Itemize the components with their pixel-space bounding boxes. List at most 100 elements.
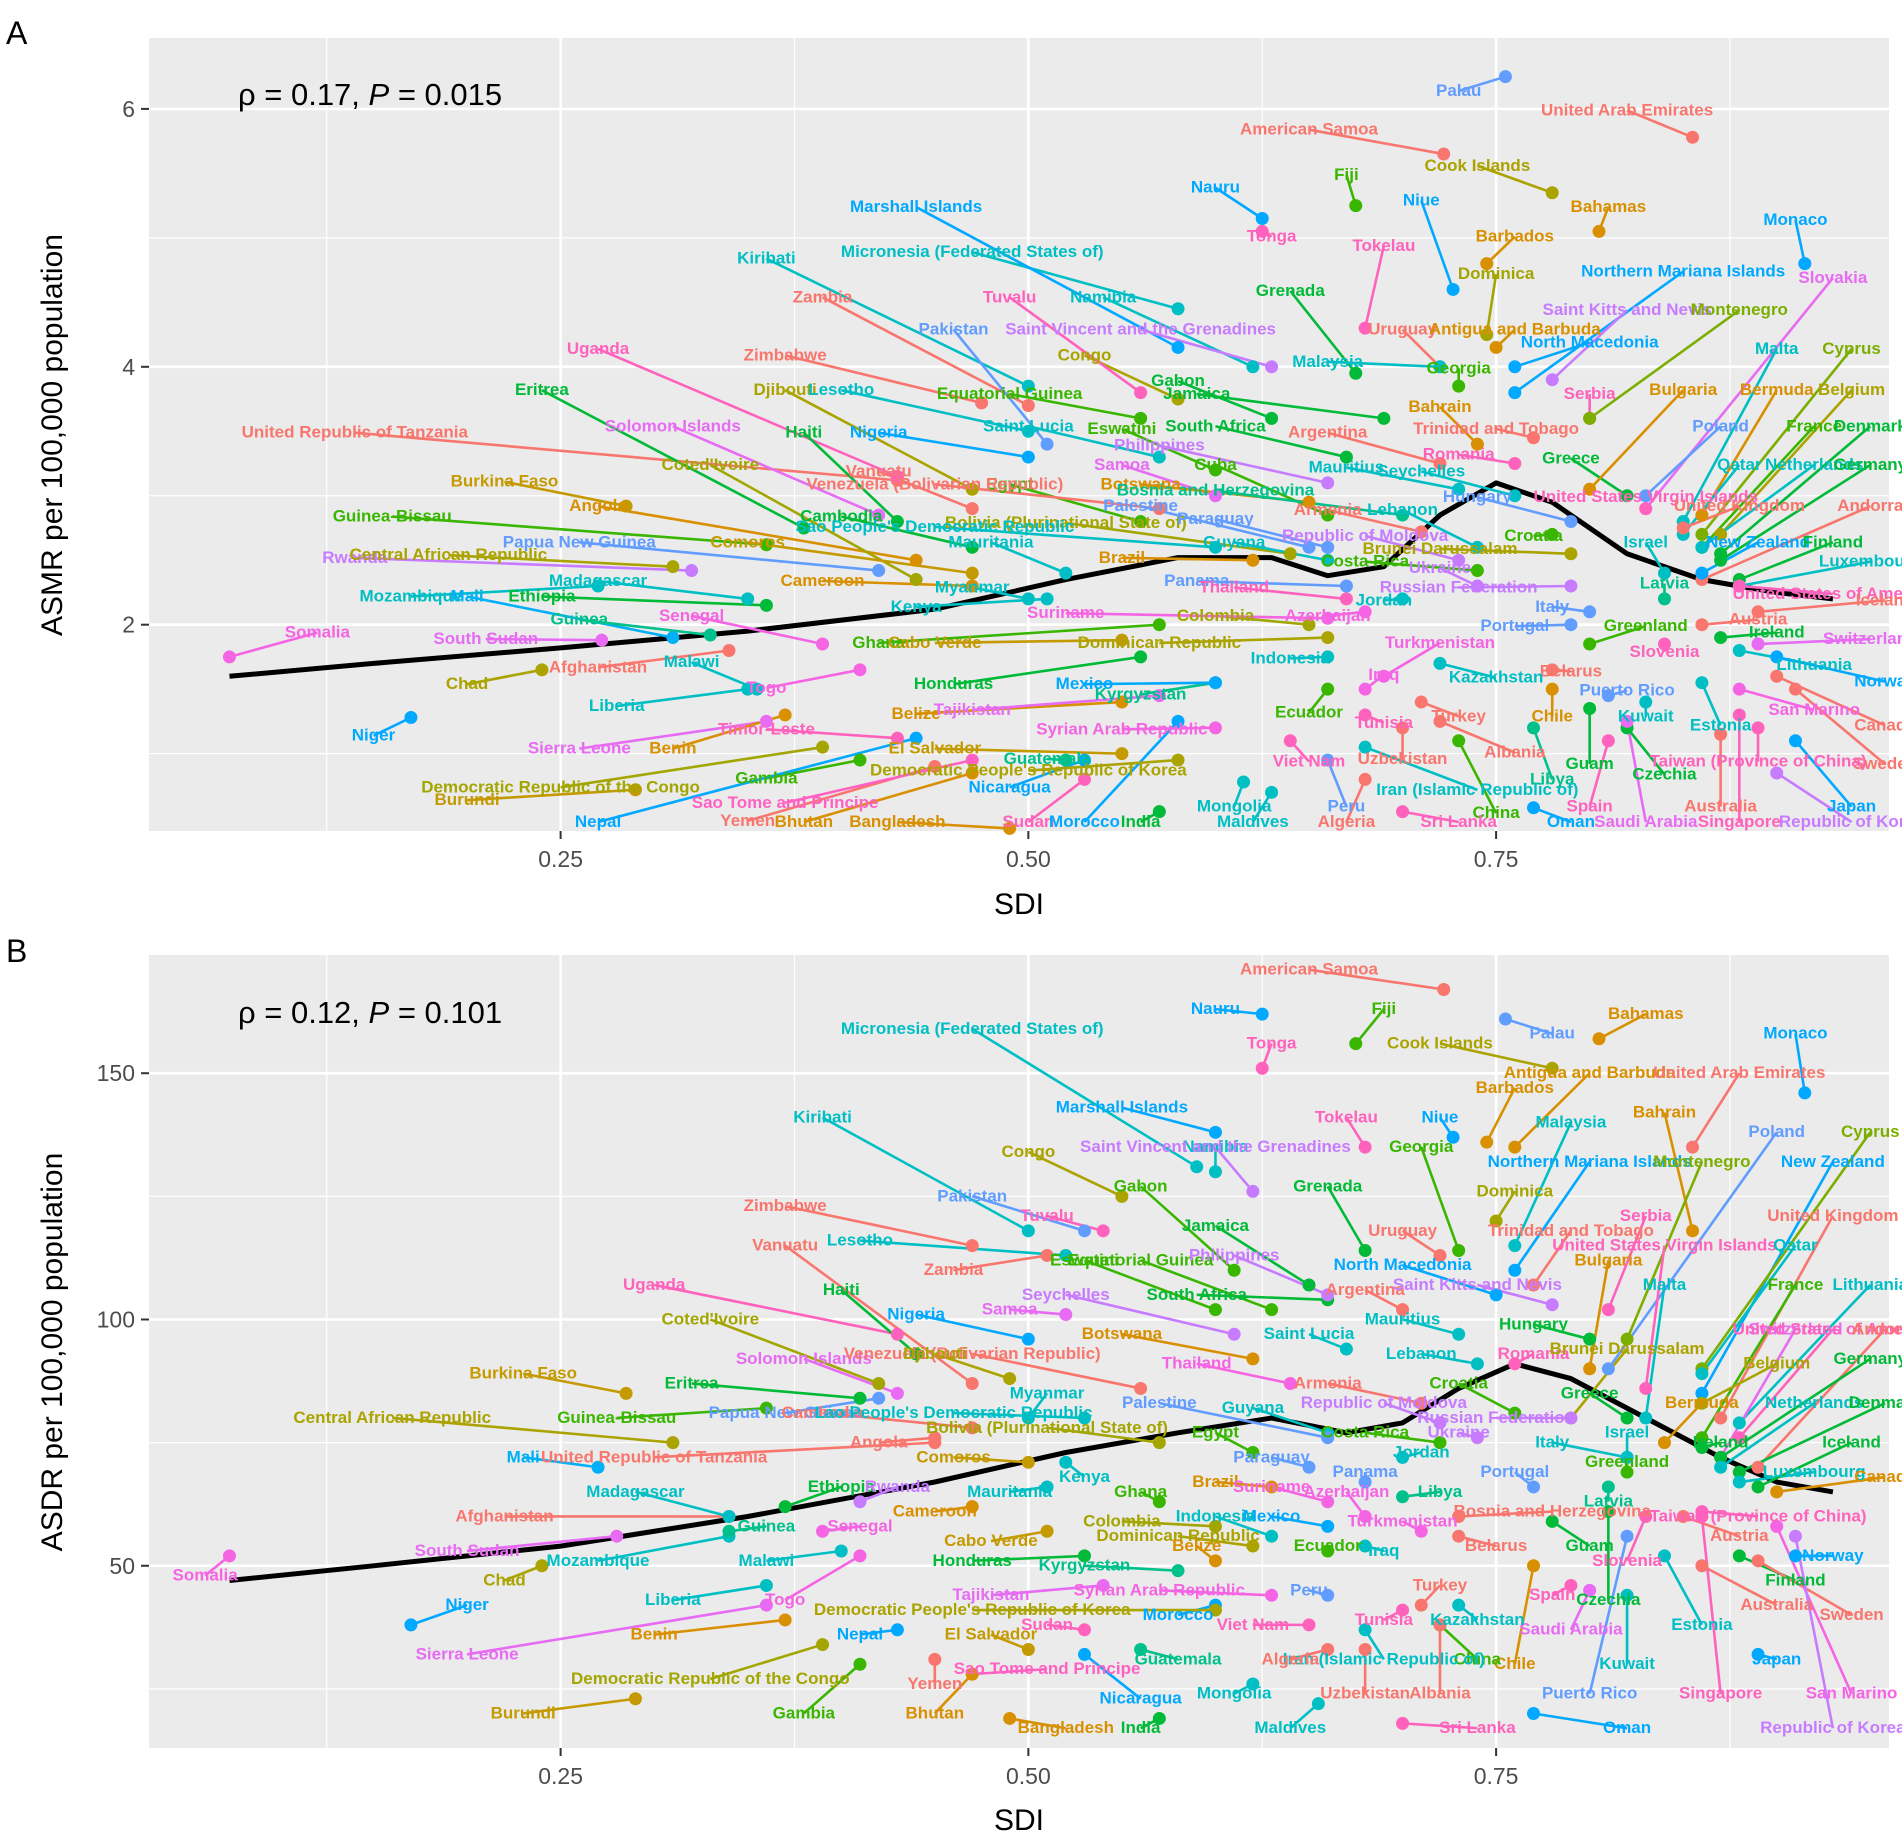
- point-guinea: [703, 628, 717, 642]
- point-togo: [853, 1549, 867, 1563]
- point-guam: [1545, 1514, 1559, 1528]
- connector-syrian-arab-republic: [1159, 1589, 1272, 1597]
- connector-bahrain: [1663, 1112, 1694, 1232]
- label-nicaragua: Nicaragua: [969, 777, 1052, 796]
- point-gabon: [1227, 1263, 1241, 1277]
- label-australia: Australia: [1684, 797, 1757, 816]
- connector-spain: [1588, 740, 1610, 808]
- smooth-line-b: [229, 1361, 1834, 1583]
- label-malawi: Malawi: [664, 652, 720, 671]
- label-united-arab-emirates: United Arab Emirates: [1653, 1063, 1825, 1082]
- label-myanmar: Myanmar: [935, 577, 1010, 596]
- point-egypt: [1246, 1445, 1260, 1459]
- label-bahamas: Bahamas: [1571, 197, 1647, 216]
- label-somalia: Somalia: [173, 1566, 239, 1585]
- point-suriname: [1321, 611, 1335, 625]
- connector-sweden: [1794, 688, 1886, 766]
- label-guam: Guam: [1566, 754, 1614, 773]
- label-bahrain: Bahrain: [1408, 397, 1471, 416]
- connector-france: [1700, 425, 1816, 549]
- connector-timor-leste: [766, 727, 898, 740]
- point-republic-of-korea: [1770, 766, 1784, 780]
- connector-mauritius: [1402, 1318, 1460, 1336]
- label-american-samoa: American Samoa: [1240, 120, 1378, 139]
- point-bahamas: [1592, 224, 1606, 238]
- point-uganda: [890, 1327, 904, 1341]
- connector-bhutan: [803, 771, 973, 824]
- panel-letter-b: B: [6, 933, 27, 969]
- label-iran-islamic-republic-of: Iran (Islamic Republic of): [1376, 780, 1578, 799]
- label-uganda: Uganda: [567, 339, 630, 358]
- point-marshall-islands: [1208, 1125, 1222, 1139]
- label-grenada: Grenada: [1293, 1176, 1363, 1195]
- label-united-republic-of-tanzania: United Republic of Tanzania: [242, 423, 469, 442]
- label-liberia: Liberia: [645, 1590, 701, 1609]
- point-lebanon: [1470, 1357, 1484, 1371]
- label-sweden: Sweden: [1853, 754, 1902, 773]
- point-croatia: [1508, 1406, 1522, 1420]
- y-tick-label-a: 6: [122, 96, 135, 122]
- connector-united-republic-of-tanzania: [354, 431, 898, 482]
- label-democratic-republic-of-the-congo: Democratic Republic of the Congo: [571, 1669, 850, 1688]
- point-maldives: [1265, 785, 1279, 799]
- connector-sao-tome-and-principe: [972, 1667, 1048, 1676]
- label-central-african-republic: Central African Republic: [349, 545, 547, 564]
- point-gabon: [1265, 411, 1279, 425]
- connector-united-arab-emirates: [1626, 109, 1694, 139]
- point-jamaica: [1302, 1278, 1316, 1292]
- label-indonesia: Indonesia: [1176, 1506, 1256, 1525]
- point-saint-lucia: [1339, 1342, 1353, 1356]
- point-malta: [1639, 1411, 1653, 1425]
- point-mauritania: [1040, 1480, 1054, 1494]
- label-thailand: Thailand: [1199, 577, 1269, 596]
- label-bolivia-plurinational-state-of: Bolivia (Plurinational State of): [945, 513, 1187, 532]
- label-bosnia-and-herzegovina: Bosnia and Herzegovina: [1454, 1502, 1652, 1521]
- label-united-kingdom: United Kingdom: [1674, 496, 1805, 515]
- label-united-states-virgin-islands: United States Virgin Islands: [1534, 487, 1759, 506]
- label-seychelles: Seychelles: [1377, 461, 1465, 480]
- connector-nicaragua: [1083, 1653, 1142, 1700]
- label-fiji: Fiji: [1372, 999, 1397, 1018]
- connector-republic-of-korea: [1776, 771, 1853, 824]
- point-greenland: [1620, 1465, 1634, 1479]
- data-labels-a: Somalia Niger Chad South Sudan Afghanistan Bu…: [242, 81, 1902, 831]
- connector-central-african-republic: [448, 553, 673, 568]
- connector-democratic-people-s-republic-of-korea: [1028, 758, 1179, 772]
- connector-czechia: [1626, 727, 1666, 776]
- label-andorra: Andorra: [1837, 496, 1902, 515]
- connector-puerto-rico: [1588, 1535, 1629, 1695]
- label-united-states-of-america: United States of America: [1733, 584, 1902, 603]
- label-germany: Germany: [1833, 455, 1902, 474]
- label-latvia: Latvia: [1640, 574, 1690, 593]
- label-afghanistan: Afghanistan: [455, 1506, 553, 1525]
- point-norway: [1770, 650, 1784, 664]
- label-eswatini: Eswatini: [1087, 419, 1156, 438]
- label-connectors-b: [204, 968, 1886, 1730]
- point-fiji: [1349, 199, 1363, 213]
- connector-bolivia-plurinational-state-of: [1046, 1426, 1160, 1444]
- point-uzbekistan: [1358, 1642, 1372, 1656]
- label-ukraine: Ukraine: [1427, 1423, 1489, 1442]
- label-romania: Romania: [1498, 1344, 1570, 1363]
- connector-poland: [1607, 1131, 1778, 1370]
- label-nauru: Nauru: [1191, 178, 1240, 197]
- label-equatorial-guinea: Equatorial Guinea: [1068, 1250, 1214, 1269]
- connector-slovenia: [1625, 1515, 1647, 1562]
- point-angola: [909, 553, 923, 567]
- connector-luxembourg: [1739, 560, 1871, 588]
- x-tick-label-a: 0.75: [1474, 846, 1519, 872]
- label-serbia: Serbia: [1564, 384, 1617, 403]
- connector-djibouti: [934, 1352, 1011, 1380]
- label-indonesia: Indonesia: [1251, 648, 1331, 667]
- point-american-samoa: [1437, 147, 1451, 161]
- point-timor-leste: [890, 731, 904, 745]
- point-mauritius: [1452, 1327, 1466, 1341]
- connector-madagascar: [597, 579, 748, 601]
- point-eswatini: [1208, 463, 1222, 477]
- connector-democratic-republic-of-the-congo: [560, 745, 823, 789]
- label-czechia: Czechia: [1632, 764, 1697, 783]
- connector-hungary: [1477, 495, 1572, 523]
- connector-lithuania: [1738, 1284, 1872, 1424]
- label-united-arab-emirates: United Arab Emirates: [1541, 100, 1713, 119]
- connector-afghanistan: [597, 649, 730, 669]
